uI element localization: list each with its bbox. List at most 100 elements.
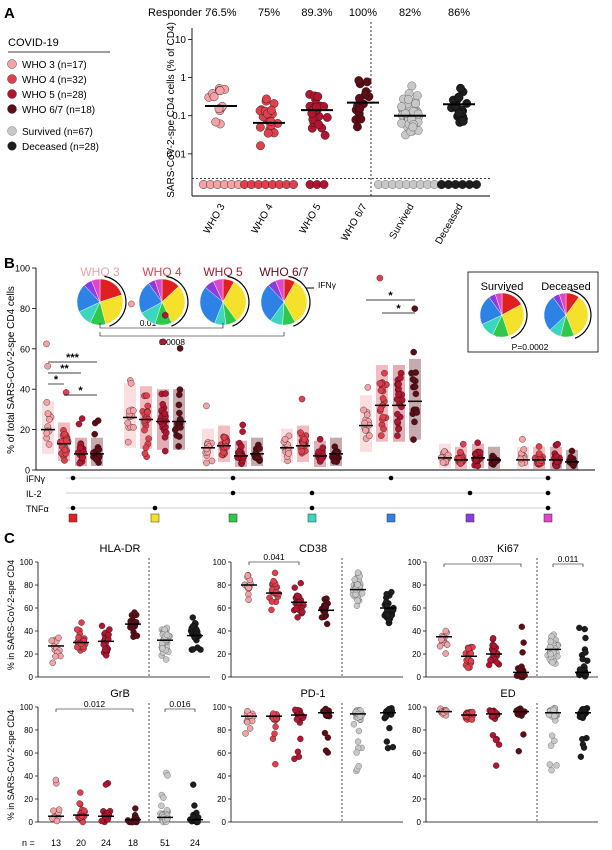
combo-swatch xyxy=(386,513,396,523)
panel-b-label: B xyxy=(4,255,15,272)
data-point xyxy=(90,449,97,457)
subpanel-grb: GrB 0 20 40 60 80 100 0.012 0.016 13 20 24 18 51 24 xyxy=(20,688,210,848)
data-point xyxy=(535,450,543,457)
combo-dot xyxy=(70,475,76,481)
data-point xyxy=(127,380,135,387)
combo-dot xyxy=(467,490,473,496)
y-tick-label: 0 xyxy=(29,818,34,827)
y-tick-label: 80 xyxy=(217,726,226,735)
data-point xyxy=(439,459,447,466)
data-point xyxy=(223,443,230,451)
data-point xyxy=(44,362,51,370)
data-point xyxy=(568,447,576,455)
data-point xyxy=(394,418,401,425)
pie-chart xyxy=(76,275,127,327)
y-tick-label: 20 xyxy=(217,650,226,659)
pie-slice xyxy=(138,283,163,314)
data-point xyxy=(462,712,469,720)
data-point xyxy=(297,429,304,436)
panel-c-ylabel-top: % in SARS-CoV-2-spe CD4 xyxy=(6,560,16,671)
data-point xyxy=(220,433,228,441)
data-point xyxy=(239,421,247,429)
data-point xyxy=(413,109,423,119)
data-point xyxy=(130,407,137,414)
panel-a-label: A xyxy=(4,5,15,22)
data-point xyxy=(454,93,464,103)
legend-item: WHO 4 (n=32) xyxy=(22,75,87,86)
y-tick-label: 0 xyxy=(29,673,34,682)
data-point xyxy=(44,410,52,417)
data-point xyxy=(379,413,387,421)
data-point xyxy=(175,401,183,409)
data-point xyxy=(61,446,69,454)
data-point xyxy=(377,405,384,413)
data-point xyxy=(354,569,362,576)
combo-swatch xyxy=(228,513,238,523)
data-point xyxy=(208,457,216,465)
data-point xyxy=(412,369,419,376)
data-point xyxy=(551,737,558,745)
y-tick-label: 20 xyxy=(217,795,226,804)
data-point xyxy=(455,455,463,463)
data-point xyxy=(567,453,574,461)
legend-item: WHO 3 (n=17) xyxy=(22,60,87,71)
data-point xyxy=(92,456,100,463)
data-point xyxy=(395,380,402,388)
data-point xyxy=(298,395,306,403)
pie-slice xyxy=(222,281,247,321)
sig-star: * xyxy=(78,385,83,397)
data-point xyxy=(582,649,589,656)
data-point xyxy=(487,657,494,664)
data-point xyxy=(547,638,554,645)
data-point xyxy=(384,612,391,619)
pie-slice xyxy=(558,292,567,316)
subpanel-title: HLA-DR xyxy=(100,543,141,555)
data-point xyxy=(191,802,198,809)
combo-swatch xyxy=(465,513,475,523)
data-point xyxy=(353,749,360,756)
pie-bracket xyxy=(99,332,285,337)
y-tick-label: 80 xyxy=(412,581,421,590)
pie-slice xyxy=(99,294,124,325)
data-point xyxy=(76,800,83,807)
data-point xyxy=(299,608,306,616)
y-tick-label: 100 xyxy=(20,558,34,567)
data-point xyxy=(520,731,527,738)
data-point xyxy=(159,400,167,408)
data-point xyxy=(294,592,301,600)
data-point xyxy=(333,449,341,457)
pvalue-bracket xyxy=(552,563,584,567)
data-point xyxy=(106,626,113,633)
legend-swatch-who3 xyxy=(7,59,17,69)
pie-title: WHO 4 xyxy=(142,265,182,279)
pie-pvalue-2: 0.0008 xyxy=(159,337,185,347)
data-point xyxy=(355,104,365,114)
y-tick-label: 100 xyxy=(408,558,422,567)
data-point xyxy=(291,584,298,591)
data-point xyxy=(159,645,166,652)
responder-label: Responder : xyxy=(148,7,208,19)
data-point xyxy=(465,645,472,652)
data-point xyxy=(43,429,51,437)
data-point xyxy=(412,91,422,101)
y-tick-label: 100 xyxy=(213,703,227,712)
n-value: 18 xyxy=(128,838,138,848)
data-point xyxy=(239,428,246,435)
data-point xyxy=(376,380,384,387)
y-tick-label: 10 xyxy=(175,35,187,46)
data-point xyxy=(520,446,528,453)
data-point xyxy=(62,389,70,396)
data-point xyxy=(377,387,385,394)
data-point xyxy=(411,418,418,426)
pie-slice xyxy=(494,292,503,316)
y-tick-label: 40 xyxy=(24,772,33,781)
data-point xyxy=(285,450,292,457)
subpanel-ed: ED 0 20 40 60 80 100 xyxy=(408,688,598,827)
combo-dot xyxy=(230,490,236,496)
data-point xyxy=(297,580,304,587)
panel-a: Responder : SARS-CoV-2-spe CD4 cells (% … xyxy=(148,7,490,246)
subpanel-title: GrB xyxy=(110,688,130,700)
data-point xyxy=(472,180,481,189)
subpanel-title: PD-1 xyxy=(300,688,325,700)
legend-title: COVID-19 xyxy=(8,37,59,49)
